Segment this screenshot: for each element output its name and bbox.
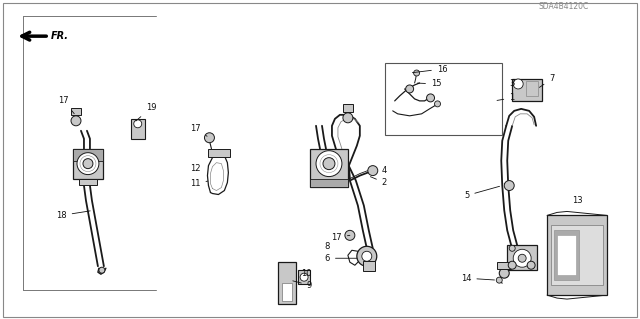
Bar xyxy=(526,81,538,96)
Bar xyxy=(508,245,537,270)
Circle shape xyxy=(357,246,377,266)
Text: 15: 15 xyxy=(417,79,442,88)
Bar xyxy=(282,283,292,301)
Bar xyxy=(71,108,81,115)
Circle shape xyxy=(368,166,378,175)
Circle shape xyxy=(508,261,516,269)
Circle shape xyxy=(316,151,342,177)
Text: 6: 6 xyxy=(324,254,357,263)
Circle shape xyxy=(518,254,526,262)
Circle shape xyxy=(513,249,531,267)
Bar xyxy=(557,235,576,275)
Text: 8: 8 xyxy=(324,242,330,251)
Text: 14: 14 xyxy=(461,274,495,283)
Bar xyxy=(310,179,348,187)
Bar xyxy=(310,149,348,187)
Bar xyxy=(554,230,579,280)
Circle shape xyxy=(345,230,355,240)
Circle shape xyxy=(362,251,372,261)
Circle shape xyxy=(323,158,335,170)
Bar xyxy=(363,261,375,271)
Text: 16: 16 xyxy=(412,64,447,73)
Bar xyxy=(385,63,502,135)
Circle shape xyxy=(435,101,440,107)
Bar xyxy=(497,262,511,269)
Circle shape xyxy=(99,267,105,273)
Circle shape xyxy=(509,245,515,251)
Circle shape xyxy=(427,94,435,102)
Bar xyxy=(343,104,353,112)
Bar xyxy=(73,149,103,179)
Circle shape xyxy=(71,116,81,126)
Text: 1: 1 xyxy=(497,93,515,102)
Text: 5: 5 xyxy=(464,186,500,200)
Text: 17: 17 xyxy=(58,96,74,114)
Circle shape xyxy=(499,268,509,278)
Bar xyxy=(209,149,230,157)
Circle shape xyxy=(343,113,353,123)
Text: 2: 2 xyxy=(371,177,387,187)
Circle shape xyxy=(204,133,214,143)
Text: 10: 10 xyxy=(301,269,312,278)
Circle shape xyxy=(300,273,308,281)
Circle shape xyxy=(77,153,99,174)
Text: 18: 18 xyxy=(56,211,90,220)
Bar xyxy=(298,270,310,284)
Text: 19: 19 xyxy=(136,103,156,121)
Text: 17: 17 xyxy=(332,233,350,242)
Circle shape xyxy=(513,79,523,89)
Text: 12: 12 xyxy=(190,164,200,173)
Circle shape xyxy=(83,159,93,169)
Text: 4: 4 xyxy=(381,166,387,175)
Bar xyxy=(73,149,103,161)
Text: 17: 17 xyxy=(190,124,207,136)
Bar xyxy=(79,179,97,185)
Text: 9: 9 xyxy=(293,281,312,290)
Bar xyxy=(278,262,296,304)
Circle shape xyxy=(406,85,413,93)
Text: 13: 13 xyxy=(572,196,582,205)
Circle shape xyxy=(413,70,420,76)
Bar xyxy=(551,226,603,285)
Circle shape xyxy=(527,261,535,269)
Text: FR.: FR. xyxy=(51,31,69,41)
Text: 7: 7 xyxy=(540,74,554,87)
Bar xyxy=(512,79,542,101)
Circle shape xyxy=(504,181,514,190)
Text: 11: 11 xyxy=(190,179,208,188)
Bar xyxy=(131,119,145,139)
Circle shape xyxy=(496,277,502,283)
Text: SDA4B4120C: SDA4B4120C xyxy=(539,2,589,11)
Bar xyxy=(547,215,607,295)
Text: 3: 3 xyxy=(509,79,515,88)
Circle shape xyxy=(134,120,141,128)
